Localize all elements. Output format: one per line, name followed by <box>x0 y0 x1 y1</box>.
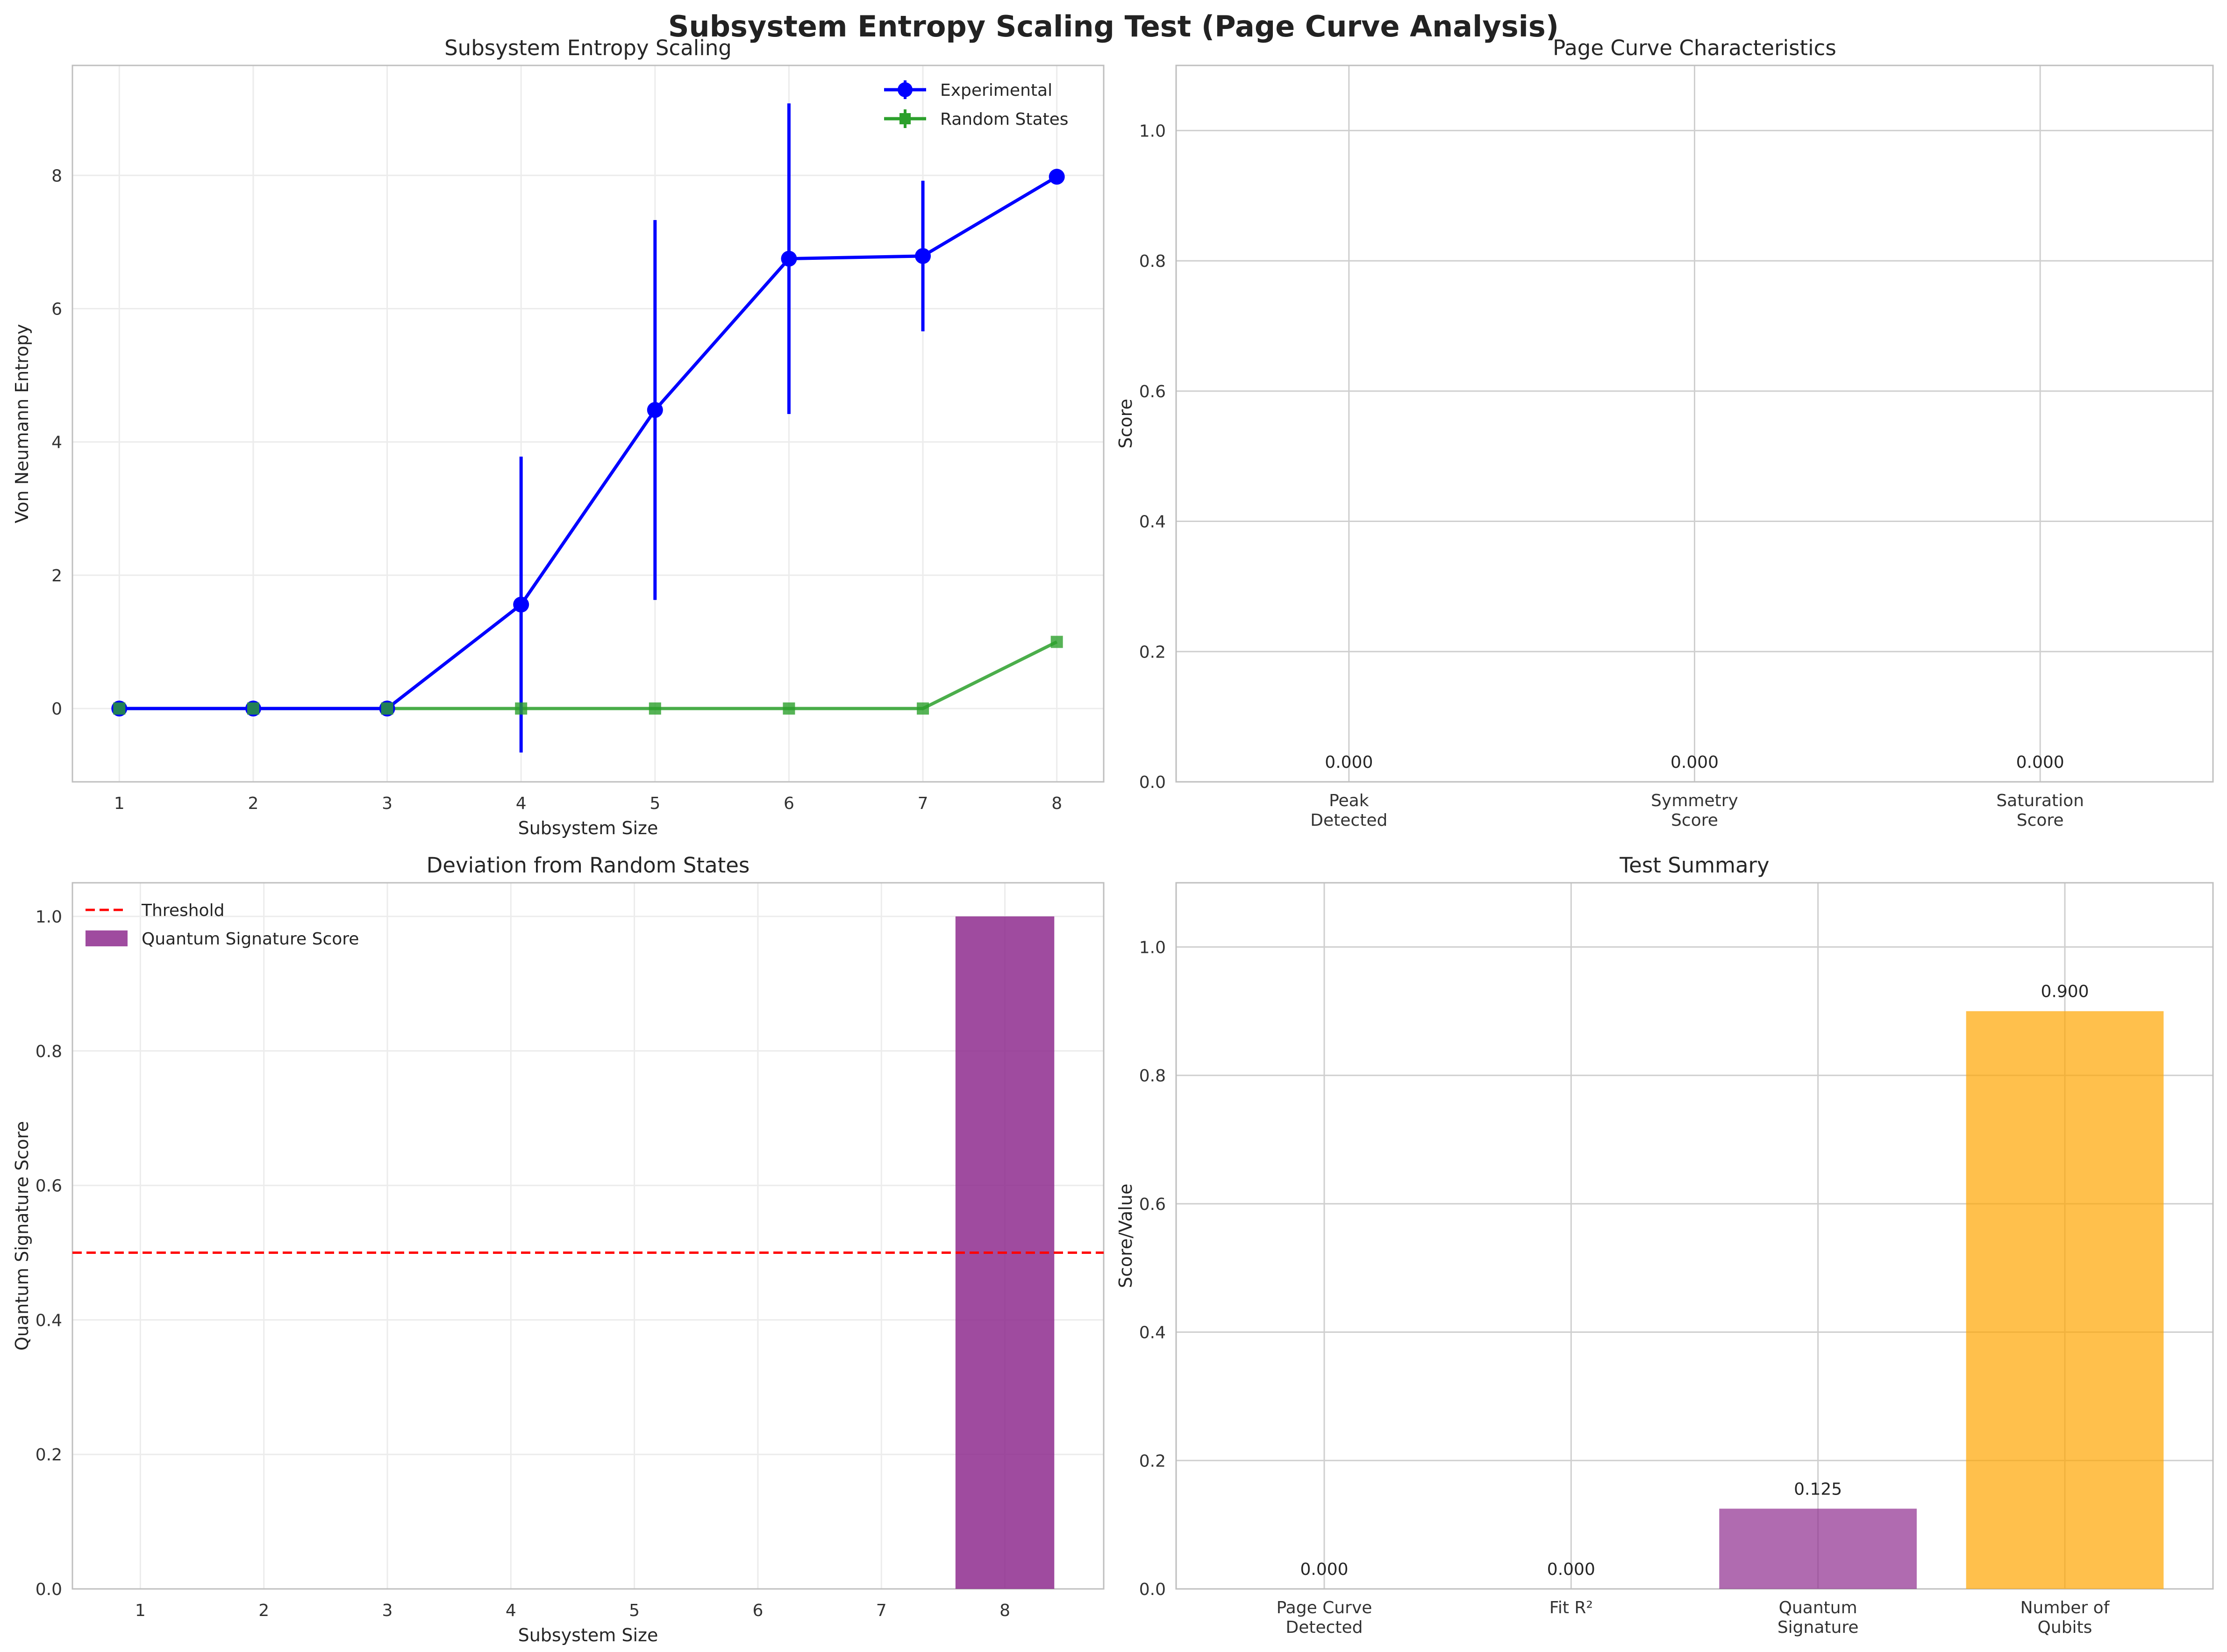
x-axis-label: Subsystem Size <box>518 1625 658 1645</box>
y-tick-label: 0.0 <box>36 1580 62 1599</box>
y-tick-label: 0 <box>51 700 62 719</box>
y-axis-label: Score <box>1115 399 1136 448</box>
y-tick-label: 1.0 <box>1139 122 1166 141</box>
y-tick-label: 0.4 <box>1139 513 1166 532</box>
y-tick-label: 0.6 <box>1139 1195 1166 1214</box>
x-tick-label: 7 <box>918 794 928 813</box>
y-axis-label: Score/Value <box>1115 1184 1136 1288</box>
legend-swatch <box>86 930 128 946</box>
bar-value-label: 0.900 <box>2041 982 2089 1001</box>
y-tick-label: 0.6 <box>1139 382 1166 401</box>
y-tick-label: 0.4 <box>36 1311 62 1330</box>
experimental-line <box>119 175 1058 710</box>
y-tick-label: 0.2 <box>1139 1452 1166 1471</box>
bar-value-label: 0.000 <box>2016 753 2064 772</box>
figure-title: Subsystem Entropy Scaling Test (Page Cur… <box>668 9 1559 43</box>
x-tick-label: 5 <box>629 1601 640 1620</box>
bar-value-label: 0.000 <box>1547 1560 1595 1579</box>
x-tick-label: 7 <box>876 1601 887 1620</box>
y-tick-label: 1.0 <box>1139 938 1166 957</box>
experimental-point <box>513 596 529 613</box>
panel-test-summary: 0.0 0.2 0.4 0.6 0.8 1.0 Test Summary Score/Valu… <box>1115 853 2214 1637</box>
x-tick-label: 1 <box>114 794 125 813</box>
x-tick-label: 6 <box>784 794 794 813</box>
panel-entropy-scaling: 0 2 4 6 8 Subsystem Entropy Scaling Von Neuman… <box>12 36 1105 838</box>
panel-page-curve: 0.0 0.2 0.4 0.6 0.8 1.0 Page Curve Characteris… <box>1115 36 2214 830</box>
legend-label: Experimental <box>940 81 1052 100</box>
random-states-point <box>649 702 661 715</box>
y-tick-label: 0.2 <box>1139 643 1166 662</box>
legend-label: Threshold <box>141 901 224 920</box>
x-tick-label: Quantum Signature <box>1777 1598 1859 1637</box>
x-tick-label: 3 <box>382 794 393 813</box>
y-tick-label: 2 <box>51 566 62 586</box>
random-states-point <box>1050 636 1063 648</box>
plot-frame <box>1175 64 2214 783</box>
panel-deviation: 0.0 0.2 0.4 0.6 0.8 1.0 Deviation from Random … <box>12 853 1105 1645</box>
plot-frame <box>71 64 1105 783</box>
y-tick-label: 0.8 <box>1139 1066 1166 1086</box>
y-tick-label: 0.6 <box>36 1177 62 1196</box>
x-tick-label: Number of Qubits <box>2020 1598 2110 1637</box>
y-tick-label: 0.4 <box>1139 1323 1166 1343</box>
x-tick-label: Page Curve Detected <box>1277 1598 1372 1637</box>
y-tick-label: 0.2 <box>36 1445 62 1465</box>
legend-label: Random States <box>940 110 1069 129</box>
experimental-point <box>647 402 663 418</box>
panel-title: Page Curve Characteristics <box>1553 36 1836 60</box>
y-tick-label: 8 <box>51 166 62 186</box>
y-axis-label: Von Neumann Entropy <box>12 324 32 523</box>
legend-label: Quantum Signature Score <box>142 930 359 949</box>
experimental-point <box>915 248 931 264</box>
summary-bar <box>1719 1509 1917 1589</box>
x-tick-label: 1 <box>135 1601 146 1620</box>
x-tick-label: 4 <box>516 794 527 813</box>
y-axis-label: Quantum Signature Score <box>12 1121 32 1351</box>
summary-bar <box>1966 1011 2164 1589</box>
panel-title: Deviation from Random States <box>427 853 750 878</box>
random-states-point <box>783 702 795 715</box>
panel-title: Test Summary <box>1619 853 1769 878</box>
x-tick-label: 4 <box>506 1601 516 1620</box>
bar-value-label: 0.000 <box>1300 1560 1348 1579</box>
y-tick-label: 0.8 <box>36 1042 62 1061</box>
legend-marker <box>899 113 911 124</box>
x-tick-label: 8 <box>999 1601 1010 1620</box>
random-states-point <box>917 702 929 715</box>
bar-value-label: 0.000 <box>1670 753 1719 772</box>
y-tick-label: 6 <box>51 300 62 319</box>
plot-frame <box>1175 882 2214 1590</box>
y-tick-label: 1.0 <box>36 908 62 927</box>
y-tick-label: 0.0 <box>1139 773 1166 792</box>
random-states-point <box>247 702 259 715</box>
x-tick-label: Fit R² <box>1549 1598 1593 1617</box>
x-tick-label: 5 <box>650 794 660 813</box>
x-tick-label: 2 <box>258 1601 269 1620</box>
legend-marker <box>898 82 913 97</box>
x-tick-label: Symmetry Score <box>1651 791 1738 830</box>
random-states-line <box>119 640 1058 710</box>
random-states-point <box>381 702 393 715</box>
x-tick-label: 3 <box>382 1601 393 1620</box>
panel-title: Subsystem Entropy Scaling <box>444 36 732 60</box>
y-tick-label: 4 <box>51 433 62 452</box>
x-axis-label: Subsystem Size <box>518 818 658 838</box>
experimental-point <box>1049 169 1065 185</box>
bar-value-label: 0.125 <box>1794 1480 1842 1499</box>
random-states-point <box>515 702 528 715</box>
y-tick-label: 0.8 <box>1139 252 1166 271</box>
x-tick-label: 8 <box>1051 794 1062 813</box>
x-tick-label: Saturation Score <box>1996 791 2084 830</box>
y-tick-label: 0.0 <box>1139 1580 1166 1599</box>
plot-frame <box>71 882 1105 1590</box>
x-tick-label: Peak Detected <box>1310 791 1387 830</box>
experimental-point <box>781 250 797 267</box>
random-states-point <box>113 702 126 715</box>
x-tick-label: 2 <box>248 794 258 813</box>
bar-value-label: 0.000 <box>1325 753 1373 772</box>
x-tick-label: 6 <box>752 1601 763 1620</box>
